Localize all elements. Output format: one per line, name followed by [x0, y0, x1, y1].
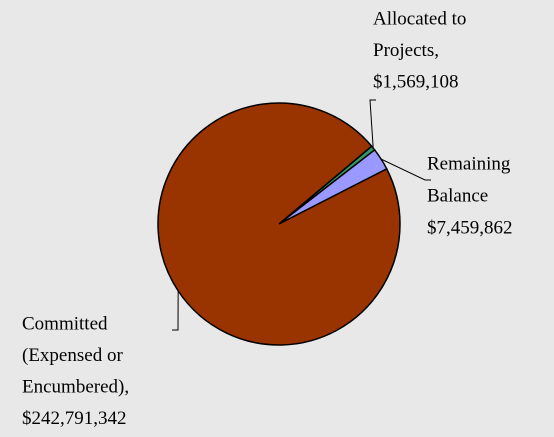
leader-line: [380, 158, 431, 181]
pie-slice: [157, 102, 401, 346]
slice-label: Allocated to: [373, 8, 466, 29]
leader-line: [369, 99, 376, 149]
slice-label: (Expensed or: [22, 345, 123, 366]
slice-label: Committed: [22, 313, 108, 334]
slice-label: Projects,: [373, 40, 439, 61]
leader-line: [172, 290, 179, 331]
slice-label: Balance: [427, 185, 488, 206]
value-label: $1,569,108: [373, 71, 459, 92]
value-label: $242,791,342: [22, 408, 127, 429]
slice-label: Encumbered),: [22, 376, 129, 397]
slice-label: Remaining: [427, 153, 511, 174]
value-label: $7,459,862: [427, 217, 513, 238]
